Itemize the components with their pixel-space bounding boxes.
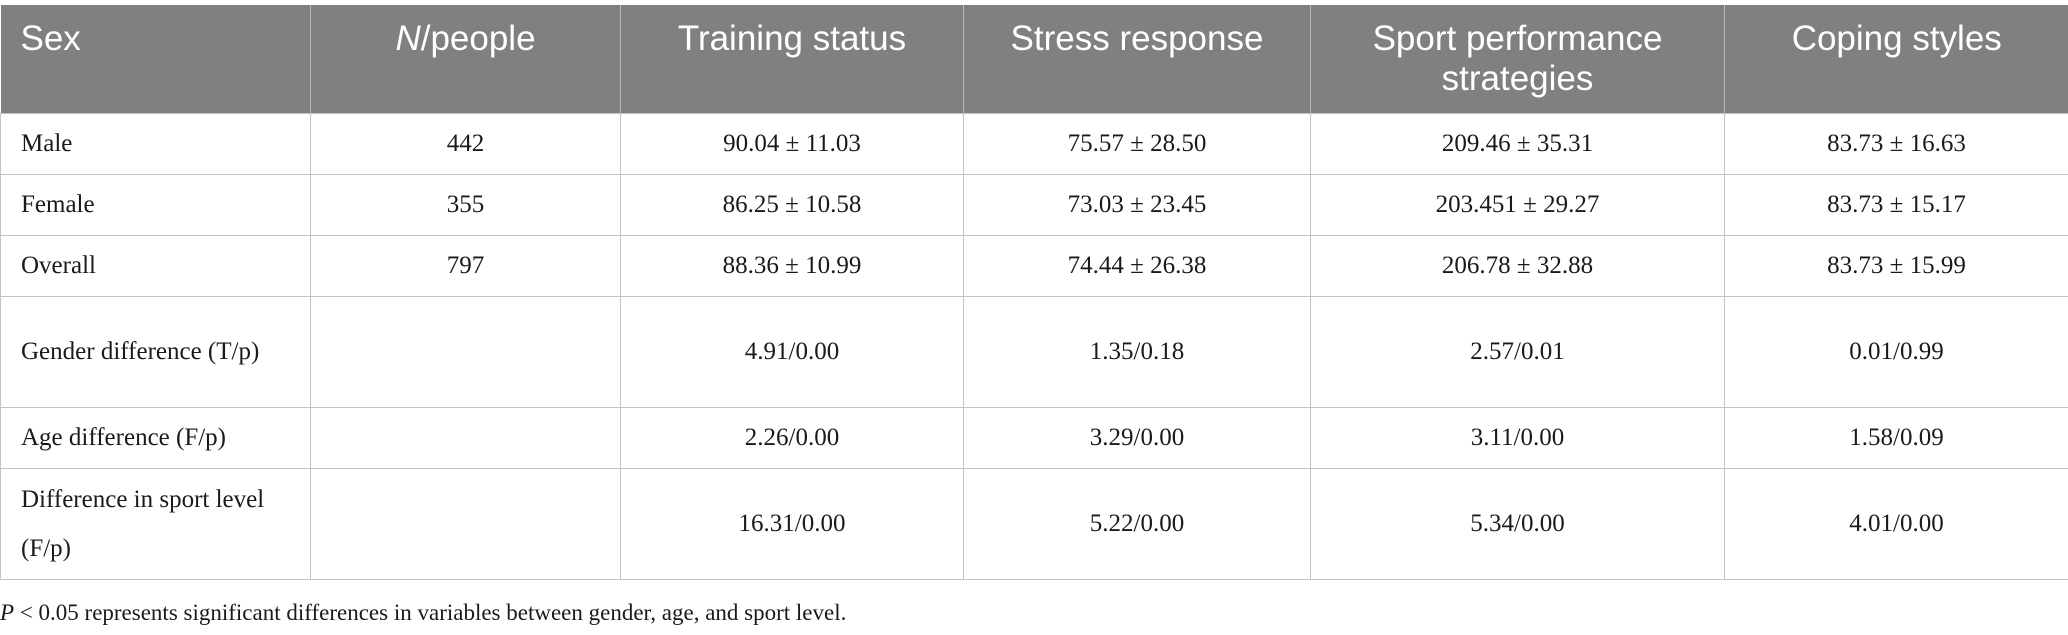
cell-sport-performance: 3.11/0.00	[1310, 406, 1725, 469]
cell-coping-styles: 1.58/0.09	[1724, 406, 2068, 469]
cell-coping-styles: 83.73 ± 16.63	[1724, 112, 2068, 175]
header-sport-performance-strategies: Sport performance strategies	[1310, 5, 1725, 113]
table-header: Sex N/people Training status Stress resp…	[0, 5, 2068, 113]
footnote-p-symbol: P	[0, 600, 15, 625]
cell-stress-response: 74.44 ± 26.38	[963, 234, 1311, 297]
cell-sport-performance: 209.46 ± 35.31	[1310, 112, 1725, 175]
table-row: Female 355 86.25 ± 10.58 73.03 ± 23.45 2…	[0, 173, 2068, 236]
row-label: Age difference (F/p)	[0, 406, 311, 469]
cell-training-status: 88.36 ± 10.99	[620, 234, 964, 297]
cell-training-status: 2.26/0.00	[620, 406, 964, 469]
row-label: Gender difference (T/p)	[0, 295, 311, 408]
row-label: Female	[0, 173, 311, 236]
header-n-people: N/people	[310, 5, 621, 113]
cell-sport-performance: 206.78 ± 32.88	[1310, 234, 1725, 297]
cell-sport-performance: 203.451 ± 29.27	[1310, 173, 1725, 236]
cell-stress-response: 75.57 ± 28.50	[963, 112, 1311, 175]
cell-coping-styles: 0.01/0.99	[1724, 295, 2068, 408]
cell-stress-response: 1.35/0.18	[963, 295, 1311, 408]
header-stress-response: Stress response	[963, 5, 1311, 113]
cell-training-status: 16.31/0.00	[620, 467, 964, 580]
cell-sport-performance: 2.57/0.01	[1310, 295, 1725, 408]
header-training-status: Training status	[620, 5, 964, 113]
cell-stress-response: 73.03 ± 23.45	[963, 173, 1311, 236]
cell-coping-styles: 83.73 ± 15.99	[1724, 234, 2068, 297]
table-row: Male 442 90.04 ± 11.03 75.57 ± 28.50 209…	[0, 112, 2068, 175]
cell-training-status: 86.25 ± 10.58	[620, 173, 964, 236]
row-label: Difference in sport level (F/p)	[0, 467, 311, 580]
header-coping-styles: Coping styles	[1724, 5, 2068, 113]
header-sex: Sex	[0, 5, 311, 113]
cell-coping-styles: 4.01/0.00	[1724, 467, 2068, 580]
cell-stress-response: 5.22/0.00	[963, 467, 1311, 580]
table-row: Overall 797 88.36 ± 10.99 74.44 ± 26.38 …	[0, 234, 2068, 297]
header-people: /people	[420, 19, 536, 58]
table-row: Difference in sport level (F/p) 16.31/0.…	[0, 467, 2068, 580]
table-row: Age difference (F/p) 2.26/0.00 3.29/0.00…	[0, 406, 2068, 469]
footnote-text: < 0.05 represents significant difference…	[14, 600, 847, 625]
cell-n: 442	[310, 112, 621, 175]
cell-n	[310, 295, 621, 408]
cell-training-status: 4.91/0.00	[620, 295, 964, 408]
header-n: N	[395, 19, 421, 58]
table-footnote: P < 0.05 represents significant differen…	[0, 600, 846, 626]
cell-n: 355	[310, 173, 621, 236]
row-label: Male	[0, 112, 311, 175]
header-row: Sex N/people Training status Stress resp…	[0, 5, 2068, 113]
results-table: Sex N/people Training status Stress resp…	[0, 5, 2068, 580]
cell-n: 797	[310, 234, 621, 297]
table-body: Male 442 90.04 ± 11.03 75.57 ± 28.50 209…	[0, 112, 2068, 580]
cell-sport-performance: 5.34/0.00	[1310, 467, 1725, 580]
row-label: Overall	[0, 234, 311, 297]
cell-training-status: 90.04 ± 11.03	[620, 112, 964, 175]
cell-n	[310, 406, 621, 469]
cell-stress-response: 3.29/0.00	[963, 406, 1311, 469]
table-row: Gender difference (T/p) 4.91/0.00 1.35/0…	[0, 295, 2068, 408]
cell-coping-styles: 83.73 ± 15.17	[1724, 173, 2068, 236]
cell-n	[310, 467, 621, 580]
